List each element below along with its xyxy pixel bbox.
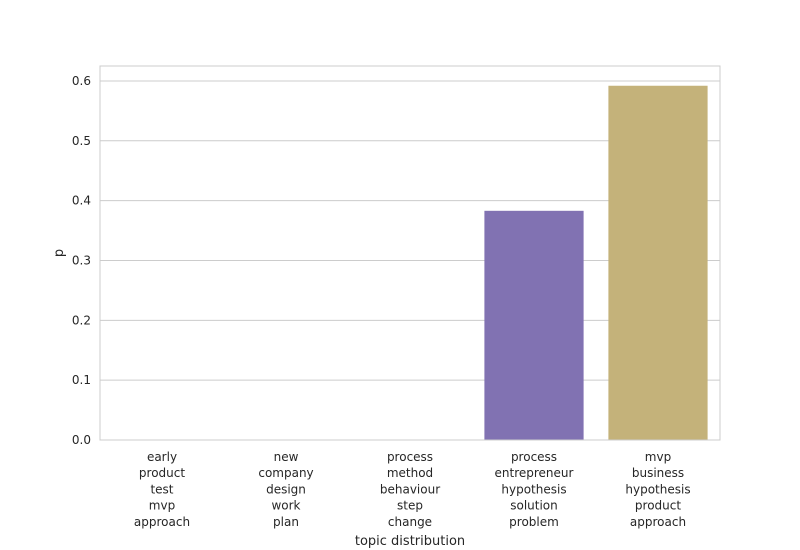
x-tick-label-line: solution <box>510 499 558 513</box>
y-tick-label: 0.3 <box>72 253 91 267</box>
x-tick-label-line: approach <box>630 515 686 529</box>
x-tick-label-line: company <box>258 466 313 480</box>
y-axis-label: p <box>52 249 67 257</box>
x-tick-label-line: early <box>147 450 177 464</box>
x-tick-labels: early product test mvp approach new company des… <box>134 450 691 529</box>
x-axis-label: topic distribution <box>355 534 465 549</box>
bars <box>484 85 708 441</box>
x-tick-label-line: behaviour <box>380 482 440 496</box>
bar <box>608 85 708 441</box>
x-tick-label-line: hypothesis <box>625 482 690 496</box>
x-tick-label: early product test mvp approach <box>134 450 190 529</box>
grid <box>100 80 720 441</box>
x-tick-label-line: process <box>511 450 557 464</box>
x-tick-label-line: business <box>632 466 684 480</box>
plot-frame <box>99 65 721 441</box>
y-tick-label: 0.2 <box>72 313 91 327</box>
x-tick-label-line: work <box>271 499 300 513</box>
x-tick-label: process entrepreneur hypothesis solution pro… <box>495 450 574 529</box>
x-tick-label-line: design <box>266 482 306 496</box>
x-tick-label-line: entrepreneur <box>495 466 574 480</box>
x-tick-label-line: approach <box>134 515 190 529</box>
x-tick-label: mvp business hypothesis product approach <box>625 450 690 529</box>
x-tick-label: new company design work plan <box>258 450 313 529</box>
x-tick-label-line: problem <box>509 515 559 529</box>
y-tick-label: 0.0 <box>72 433 91 447</box>
x-tick-label-line: hypothesis <box>501 482 566 496</box>
y-tick-labels: 0.0 0.1 0.2 0.3 0.4 0.5 0.6 <box>72 74 91 447</box>
y-tick-label: 0.6 <box>72 74 91 88</box>
x-tick-label-line: plan <box>273 515 299 529</box>
y-tick-label: 0.4 <box>72 194 91 208</box>
y-tick-label: 0.1 <box>72 373 91 387</box>
x-tick-label: process method behaviour step change <box>380 450 440 529</box>
x-tick-label-line: process <box>387 450 433 464</box>
y-tick-label: 0.5 <box>72 134 91 148</box>
x-tick-label-line: change <box>388 515 432 529</box>
x-tick-label-line: new <box>274 450 299 464</box>
bar <box>484 210 584 440</box>
x-tick-label-line: method <box>387 466 433 480</box>
x-tick-label-line: test <box>150 482 173 496</box>
x-tick-label-line: product <box>635 499 681 513</box>
x-tick-label-line: mvp <box>149 499 175 513</box>
x-tick-label-line: product <box>139 466 185 480</box>
x-tick-label-line: step <box>397 499 423 513</box>
x-tick-label-line: mvp <box>645 450 671 464</box>
